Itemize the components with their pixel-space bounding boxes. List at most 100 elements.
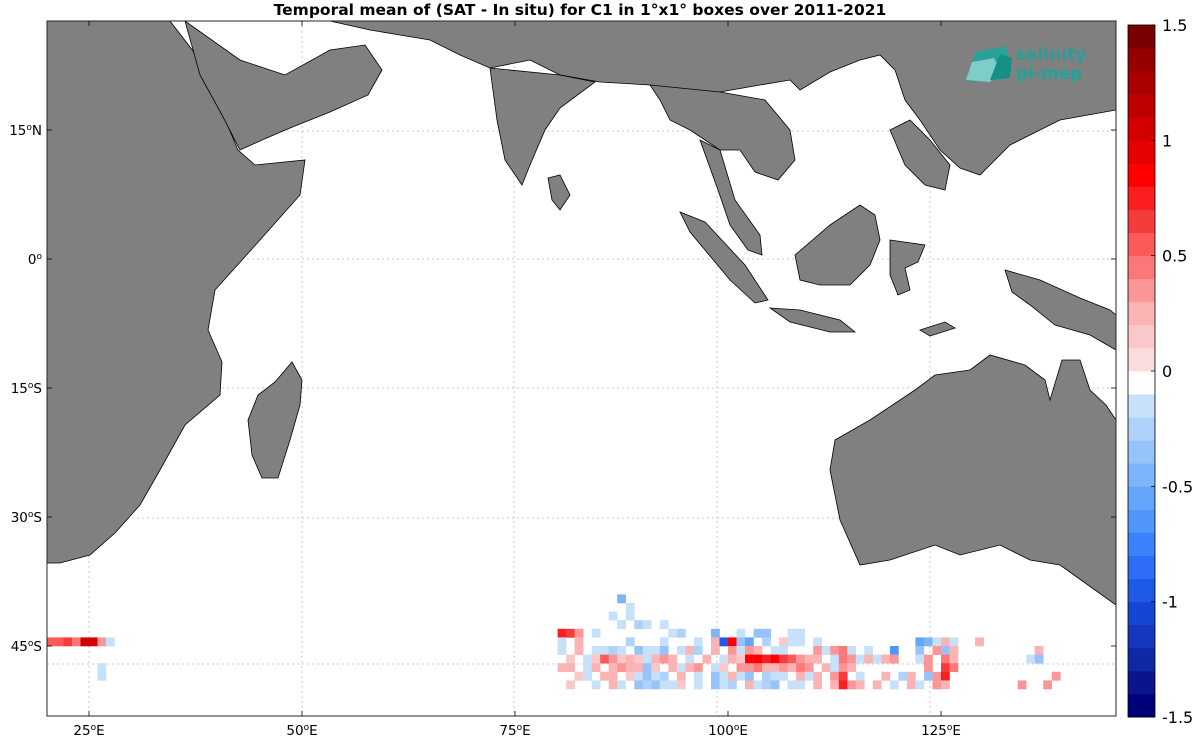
heatmap-cell (651, 680, 661, 690)
heatmap-cell (634, 646, 644, 655)
map-title: Temporal mean of (SAT - In situ) for C1 … (273, 1, 887, 19)
heatmap-cell (728, 680, 737, 690)
heatmap-cell (949, 654, 959, 664)
heatmap-cell (796, 680, 805, 690)
heatmap-cell (583, 671, 592, 681)
heatmap-cell (693, 646, 703, 655)
heatmap-cell (932, 637, 942, 647)
colorbar-tick-label: -1 (1162, 593, 1178, 612)
heatmap-cell (583, 663, 592, 673)
heatmap-cell (634, 620, 644, 630)
heatmap-cell (804, 654, 814, 664)
heatmap-cell (693, 680, 703, 690)
heatmap-cell (625, 663, 635, 673)
heatmap-cell (676, 671, 686, 681)
heatmap-cell (719, 637, 729, 647)
heatmap-cell (906, 671, 916, 681)
heatmap-cell (830, 663, 839, 673)
colorbar-tick-label: 0.5 (1162, 247, 1187, 266)
heatmap-cell (932, 680, 942, 690)
tick-label: 15oN (9, 123, 42, 139)
heatmap-cell (813, 637, 822, 647)
heatmap-cell (838, 671, 848, 681)
heatmap-cell (711, 663, 720, 673)
heatmap-cell (838, 646, 848, 655)
tick-label: 45oS (11, 639, 42, 655)
heatmap-cell (668, 628, 678, 638)
heatmap-cell (574, 671, 584, 681)
heatmap-cell (924, 671, 933, 681)
heatmap-cell (924, 663, 933, 673)
land-sulawesi (889, 239, 926, 296)
heatmap-cell (796, 654, 805, 664)
heatmap-cell (574, 646, 584, 655)
colorbar-segment (1128, 693, 1155, 718)
land-india (489, 67, 596, 186)
heatmap-cell (728, 646, 737, 655)
colorbar-segment (1128, 371, 1155, 395)
colorbar-segment (1128, 670, 1155, 695)
heatmap-cell (47, 637, 56, 647)
heatmap-cell (932, 646, 942, 655)
heatmap-cell (838, 663, 848, 673)
heatmap-cell (770, 654, 780, 664)
heatmap-cell (719, 654, 729, 664)
heatmap-cell (685, 663, 695, 673)
heatmap-cell (779, 637, 788, 647)
heatmap-cell (787, 637, 797, 647)
heatmap-cell (642, 671, 652, 681)
colorbar-segment (1128, 163, 1155, 187)
tick-label: 75oE (499, 723, 530, 739)
tick-label: 100oE (708, 723, 748, 739)
heatmap-cell (583, 654, 592, 664)
heatmap-cell (855, 671, 865, 681)
heatmap-cell (617, 620, 626, 630)
heatmap-cell (1017, 680, 1027, 690)
heatmap-cell (719, 663, 729, 673)
heatmap-cell (736, 637, 746, 647)
heatmap-cell (770, 680, 780, 690)
heatmap-cell (745, 663, 754, 673)
heatmap-cell (625, 654, 635, 664)
heatmap-cell (838, 654, 848, 664)
heatmap-cell (728, 637, 737, 647)
heatmap-cell (97, 637, 107, 647)
heatmap-cell (676, 680, 686, 690)
heatmap-cell (1034, 654, 1044, 664)
tick-label: 50oE (286, 723, 317, 739)
heatmap-cell (898, 671, 908, 681)
heatmap-cell (855, 680, 865, 690)
heatmap-cell (1034, 646, 1044, 655)
heatmap-cell (659, 646, 669, 655)
colorbar-segment (1128, 347, 1155, 372)
colorbar-segment (1128, 209, 1155, 233)
heatmap-cell (932, 671, 942, 681)
heatmap-cell (736, 654, 746, 664)
heatmap-cell (566, 663, 575, 673)
heatmap-cell (634, 680, 644, 690)
heatmap-cell (711, 637, 720, 647)
colorbar-segments (1128, 25, 1155, 718)
colorbar-segment (1128, 624, 1155, 649)
heatmap-cell (821, 646, 831, 655)
heatmap-cell (813, 680, 822, 690)
colorbar-segment (1128, 25, 1155, 49)
heatmap-cell (711, 628, 720, 638)
heatmap-cell (796, 663, 805, 673)
heatmap-cell (634, 663, 644, 673)
colorbar-segment (1128, 48, 1155, 72)
colorbar-segment (1128, 324, 1155, 349)
heatmap-cell (889, 680, 899, 690)
heatmap-cell (796, 628, 805, 638)
heatmap-cell (949, 663, 959, 673)
tick-label: 15oS (11, 381, 42, 397)
heatmap-cell (915, 637, 925, 647)
heatmap-cell (779, 671, 788, 681)
heatmap-cell (847, 680, 857, 690)
heatmap-cell (574, 637, 584, 647)
heatmap-cell (906, 680, 916, 690)
land-malay-peninsula (699, 139, 763, 256)
heatmap-cell (557, 628, 567, 638)
heatmap-cell (881, 654, 891, 664)
heatmap-cell (693, 671, 703, 681)
